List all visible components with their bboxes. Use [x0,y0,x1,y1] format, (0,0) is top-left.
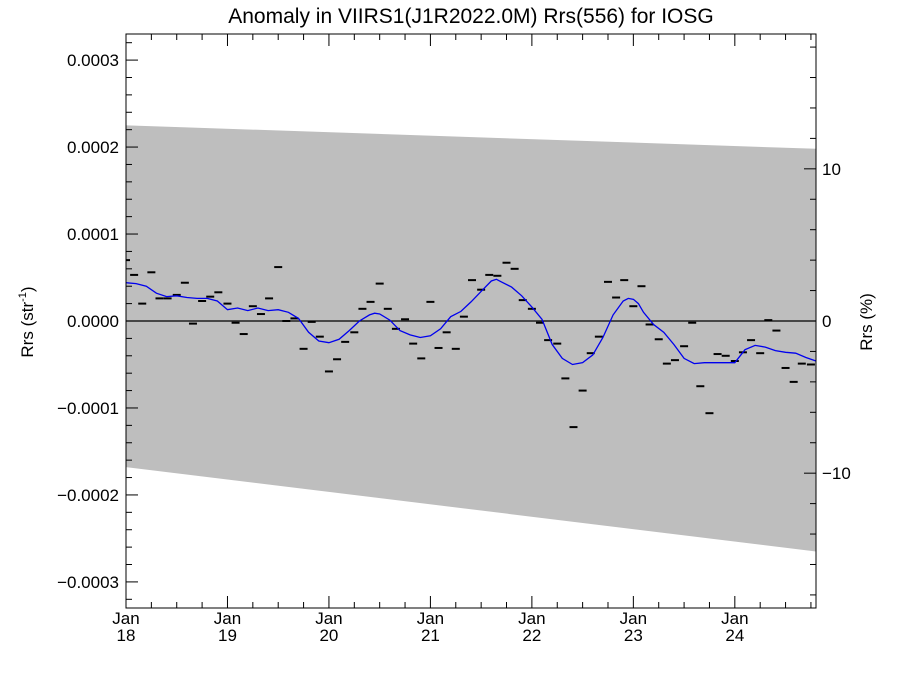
x-tick-label-year: 20 [319,626,338,645]
y-left-tick-label: −0.0001 [57,399,119,418]
x-tick-label-year: 19 [218,626,237,645]
y-left-tick-label: 0.0000 [67,312,119,331]
y-axis-left-label-superscript: -1 [17,292,29,302]
y-axis-left-label-close: ) [18,286,37,292]
smoothed-series-layer [125,278,817,366]
y-left-tick-label: −0.0002 [57,486,119,505]
x-tick-label-month: Jan [112,609,139,628]
y-left-tick-label: 0.0003 [67,51,119,70]
tick-layer: Jan18Jan19Jan20Jan21Jan22Jan23Jan240.000… [57,34,851,645]
smoothed-anomaly-line [125,278,817,366]
x-tick-label-month: Jan [214,609,241,628]
uncertainty-band-layer [126,125,816,552]
y-left-tick-label: 0.0001 [67,225,119,244]
x-tick-label-year: 22 [522,626,541,645]
x-tick-label-year: 18 [117,626,136,645]
y-left-tick-label: 0.0002 [67,138,119,157]
x-tick-label-month: Jan [518,609,545,628]
y-axis-left-label: Rrs (str-1) [17,286,37,357]
x-tick-label-month: Jan [620,609,647,628]
uncertainty-band [126,125,816,552]
y-right-tick-label: −10 [822,464,851,483]
y-axis-right-label: Rrs (%) [857,293,876,351]
x-tick-label-year: 24 [725,626,744,645]
x-tick-label-year: 23 [624,626,643,645]
x-tick-label-year: 21 [421,626,440,645]
chart-title: Anomaly in VIIRS1(J1R2022.0M) Rrs(556) f… [228,5,714,28]
monthly-points-layer [126,259,815,429]
x-tick-label-month: Jan [721,609,748,628]
y-left-tick-label: −0.0003 [57,573,119,592]
y-axis-left-label-text: Rrs (str [18,302,37,358]
y-right-tick-label: 0 [822,312,831,331]
x-tick-label-month: Jan [315,609,342,628]
y-right-tick-label: 10 [822,160,841,179]
x-tick-label-month: Jan [417,609,444,628]
